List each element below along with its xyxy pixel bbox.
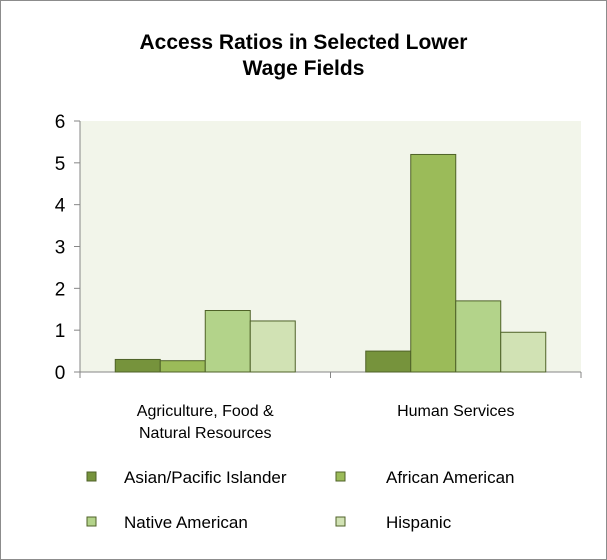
x-category-label: Human Services: [397, 403, 514, 420]
y-tick-label: 6: [55, 112, 66, 133]
legend-marker: [335, 471, 346, 482]
bar-0-2: [204, 310, 251, 373]
legend-marker: [86, 516, 97, 527]
y-tick-label: 0: [55, 363, 66, 384]
y-tick-label: 1: [55, 321, 66, 342]
legend-label: Asian/Pacific Islander: [124, 468, 287, 487]
bar-1-1: [410, 153, 457, 373]
bar-0-1: [159, 360, 206, 373]
chart-title: Access Ratios in Selected Lower Wage Fie…: [0, 30, 607, 82]
bar-0-0: [114, 358, 161, 373]
y-tick-label: 2: [55, 279, 66, 300]
x-category-label: Agriculture, Food &: [137, 403, 274, 420]
legend-label: African American: [386, 468, 515, 487]
bar-1-2: [455, 300, 502, 373]
bar-0-3: [249, 320, 296, 373]
y-tick-label: 3: [55, 238, 66, 259]
chart-title-line-1: Access Ratios in Selected Lower: [139, 31, 468, 54]
legend-marker: [335, 516, 346, 527]
legend-label: Native American: [124, 513, 248, 532]
bar-1-0: [365, 350, 412, 373]
x-category-label: Natural Resources: [139, 425, 272, 442]
bar-1-3: [500, 331, 547, 373]
y-tick-label: 4: [55, 196, 66, 217]
chart-title-line-2: Wage Fields: [242, 57, 365, 80]
legend-marker: [86, 471, 97, 482]
legend-label: Hispanic: [386, 513, 452, 532]
y-tick-label: 5: [55, 154, 66, 175]
